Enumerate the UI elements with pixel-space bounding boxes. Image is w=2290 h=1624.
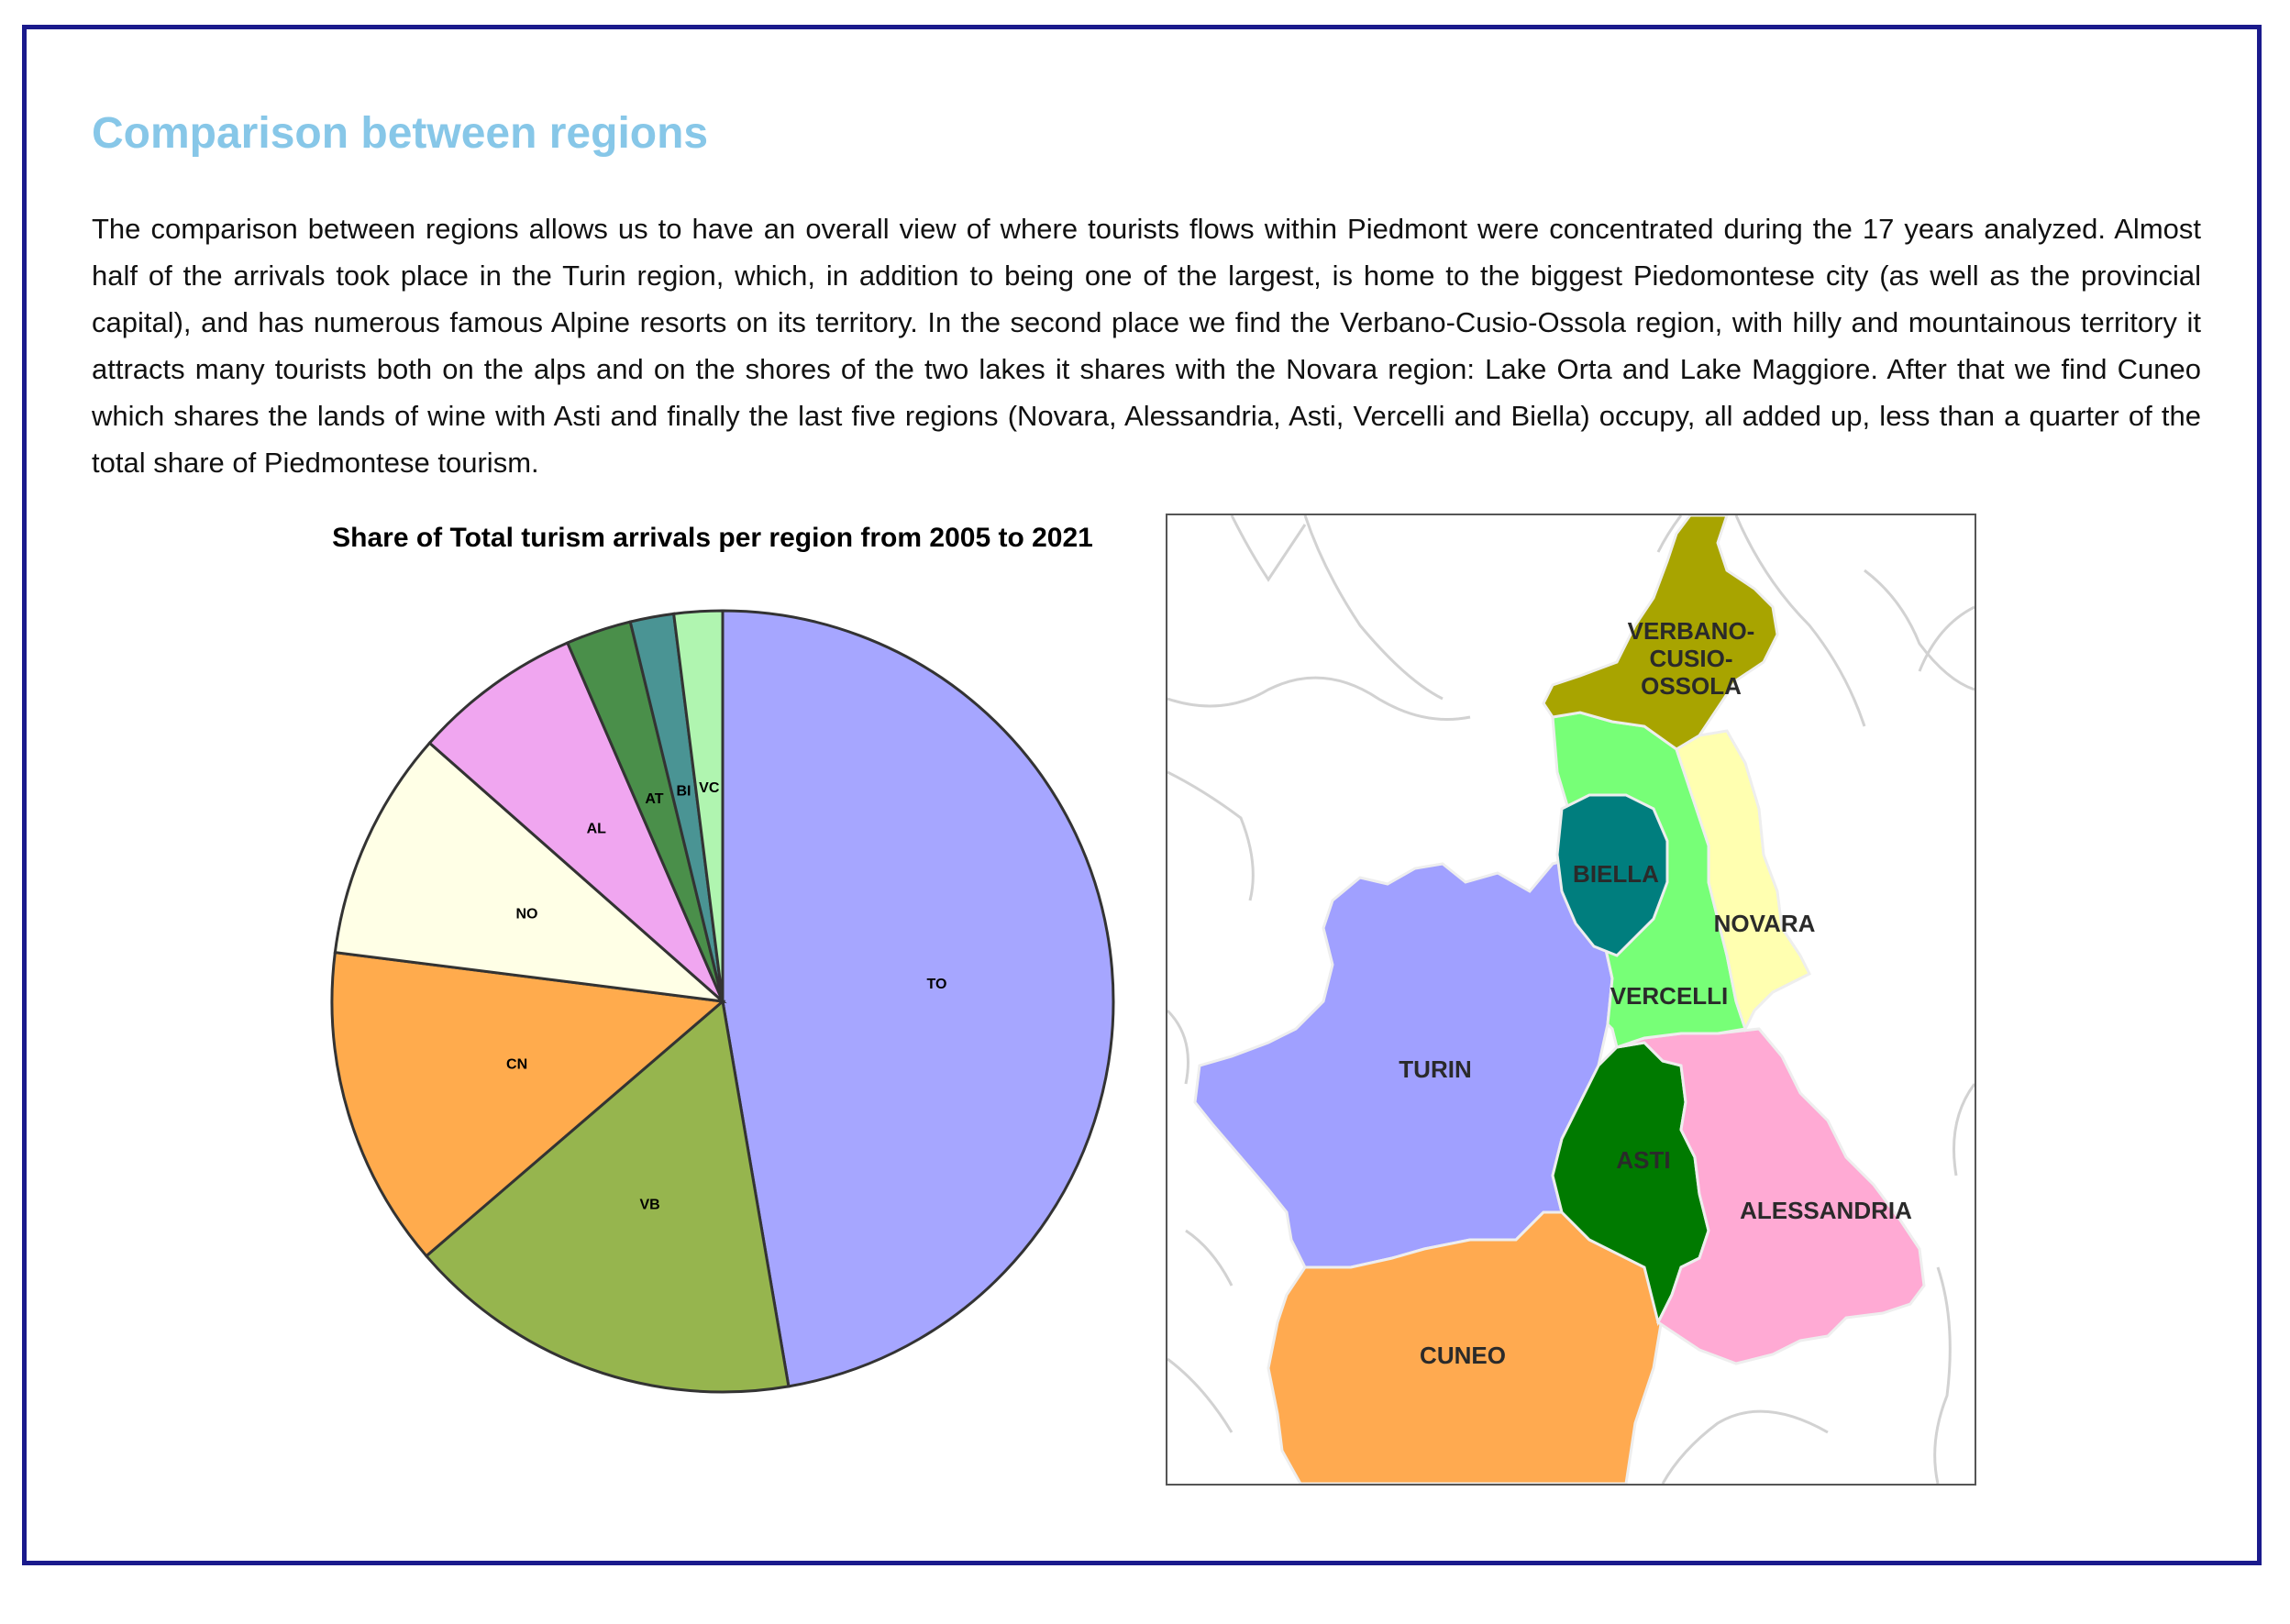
pie-label-no: NO <box>516 907 538 922</box>
map-label-asti: ASTI <box>1616 1146 1670 1174</box>
pie-chart-title: Share of Total turism arrivals per regio… <box>332 523 1093 553</box>
pie-slice-no <box>333 741 727 1004</box>
map-region-alessandria <box>1616 1027 1926 1365</box>
map-label-ossola: OSSOLA <box>1641 672 1742 700</box>
pie-slice-al <box>427 641 725 1003</box>
pie-chart-svg: Share of Total turism arrivals per regio… <box>330 523 1115 1394</box>
map-label-vercelli: VERCELLI <box>1610 982 1729 1010</box>
section-title: Comparison between regions <box>92 109 709 158</box>
pie-slice-cn <box>330 950 726 1258</box>
pie-label-vc: VC <box>699 780 720 796</box>
map-label-novara: NOVARA <box>1714 910 1816 937</box>
map-region-verbano-cusio-ossola <box>1542 515 1779 751</box>
map-label-verbano: VERBANO- <box>1628 617 1755 645</box>
pie-label-to: TO <box>927 977 947 992</box>
map-label-cuneo: CUNEO <box>1420 1342 1506 1369</box>
piedmont-map-svg: VERBANO- CUSIO- OSSOLA BIELLA NOVARA VER… <box>1167 515 1975 1484</box>
map-region-novara <box>1675 729 1812 1033</box>
pie-label-at: AT <box>645 791 663 807</box>
pie-label-bi: BI <box>677 784 691 800</box>
piedmont-map: VERBANO- CUSIO- OSSOLA BIELLA NOVARA VER… <box>1166 514 1976 1486</box>
map-label-biella: BIELLA <box>1573 860 1659 888</box>
pie-label-al: AL <box>587 821 607 836</box>
pie-slices <box>330 609 1115 1394</box>
pie-slice-to <box>721 609 1115 1388</box>
pie-labels: TO VB CN NO AL AT BI VC <box>506 780 946 1212</box>
pie-slice-vb <box>424 999 791 1394</box>
pie-label-cn: CN <box>506 1057 527 1073</box>
map-label-alessandria: ALESSANDRIA <box>1740 1197 1912 1224</box>
map-label-turin: TURIN <box>1399 1055 1471 1083</box>
intro-paragraph: The comparison between regions allows us… <box>92 213 2201 479</box>
pie-label-vb: VB <box>639 1197 659 1212</box>
pie-slice-vc <box>671 609 725 1002</box>
map-region-biella <box>1555 793 1669 957</box>
pie-chart: Share of Total turism arrivals per regio… <box>275 506 1156 1423</box>
map-label-cusio: CUSIO- <box>1650 645 1733 672</box>
map-background-borders <box>1167 515 1975 1484</box>
